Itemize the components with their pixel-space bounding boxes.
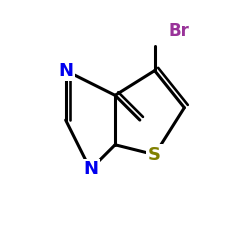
Text: N: N [83, 160, 98, 178]
Text: N: N [58, 62, 73, 80]
Text: S: S [148, 146, 161, 164]
Text: Br: Br [169, 22, 190, 40]
